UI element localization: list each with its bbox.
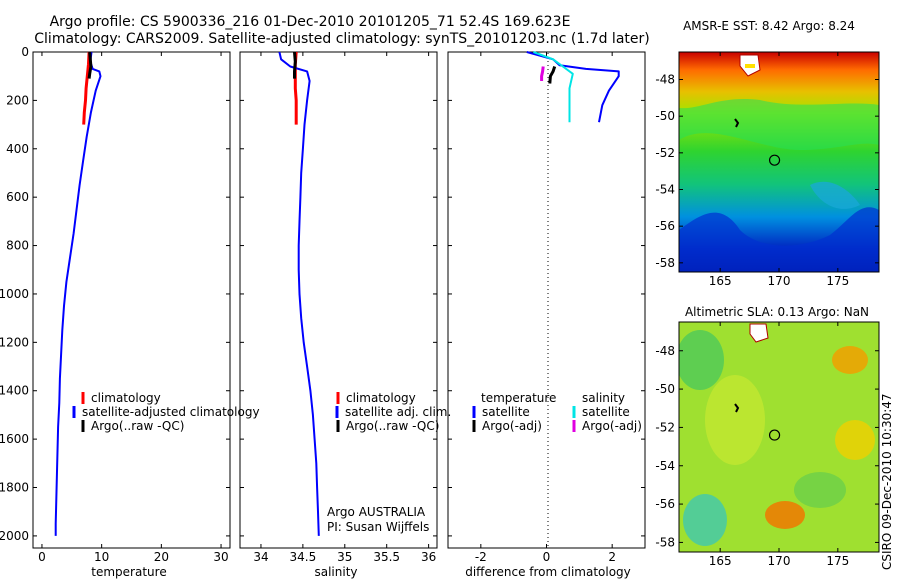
difference-axes [447,51,646,549]
salinity-xlabel: salinity [314,565,357,579]
legend-label-argo: Argo(..raw -QC) [91,419,184,433]
temperature-ytick-label: 1200 [0,335,29,349]
sla-map-xtick-label: 165 [709,554,732,568]
sst-cold-water [679,207,879,272]
sst-map-ytick-label: -48 [655,73,675,87]
argo-float-marker [768,429,781,441]
sst-map-xtick-label: 175 [826,274,849,288]
sla-map-ytick-label: -48 [655,344,675,358]
temperature-ytick-label: 800 [6,239,29,253]
sst-map-ytick-label: -50 [655,109,675,123]
difference-xtick-label: -2 [475,550,487,564]
sla-map-xtick-label: 170 [768,554,791,568]
legend-label-sal-satellite: satellite [582,405,630,419]
sst-map-title: AMSR-E SST: 8.42 Argo: 8.24 [683,19,855,33]
legend-label-climatology: climatology [91,391,161,405]
sla-map-image [679,322,879,552]
sla-map-ytick-label: -52 [655,420,675,434]
sla-low-west [679,330,724,390]
difference-xtick-label: 0 [543,550,551,564]
credit-timestamp: CSIRO 09-Dec-2010 10:30:47 [880,393,894,570]
temperature-ytick-label: 200 [6,93,29,107]
temperature-axes [32,51,231,549]
plot-layer: 0 10 20 30020040060080010001200140016001800… [0,45,879,568]
temperature-ytick-label: 1800 [0,481,29,495]
temperature-ytick-label: 1000 [0,287,29,301]
sst-map-ytick-label: -58 [655,256,675,270]
sst-cold-eddy [810,181,860,209]
temperature-xtick-label: 30 [213,550,228,564]
sla-high-south [765,501,805,529]
difference-xlabel: difference from climatology [465,565,631,579]
temperature-ytick-label: 1600 [0,432,29,446]
sst-warm-band [679,98,879,150]
difference-series-temperature-satellite [526,51,620,123]
sla-low-center [794,472,846,508]
sst-map-ytick-label: -56 [655,219,675,233]
sla-map-ytick-label: -50 [655,382,675,396]
legend-label-argo: Argo(..raw -QC) [346,419,439,433]
sst-map-ytick-label: -54 [655,183,675,197]
salinity-series-satellite-adj-clim- [278,51,320,536]
difference-legend: temperature salinity satellite satellite… [472,391,642,433]
temperature-ytick-label: 2000 [0,529,29,543]
temperature-legend: climatology satellite-adjusted climatolo… [72,391,260,433]
sla-high-northeast [832,346,868,374]
salinity-xtick-label: 35.5 [373,550,400,564]
pi-label: PI: Susan Wijffels [327,520,429,534]
legend-label-temp-satellite: satellite [482,405,530,419]
salinity-axes [239,51,438,549]
sst-map-xtick-label: 170 [768,274,791,288]
legend-header-salinity: salinity [582,391,625,405]
legend-label-sal-argo: Argo(-adj) [582,419,642,433]
temperature-xlabel: temperature [91,565,166,579]
difference-series-salinity-satellite [533,51,574,123]
temperature-xtick-label: 0 [38,550,46,564]
island-icon [749,323,769,343]
sla-map-xtick-label: 175 [826,554,849,568]
sst-map-image [679,52,879,272]
figure-title-line2: Climatology: CARS2009. Satellite-adjuste… [34,31,649,47]
salinity-xtick-label: 34 [253,550,268,564]
sst-map-ytick-label: -52 [655,146,675,160]
island-shore [745,64,755,68]
difference-xtick-label: 2 [608,550,616,564]
temperature-series-climatology [82,51,91,125]
sla-low-southwest [683,494,727,546]
island-small-icon [734,118,740,128]
legend-label-climatology: climatology [346,391,416,405]
sla-map-ytick-label: -58 [655,535,675,549]
island-small-icon [734,403,740,413]
temperature-ytick-label: 1400 [0,384,29,398]
salinity-legend: climatology satellite adj. clim. Argo(..… [335,391,451,433]
sla-map-ytick-label: -56 [655,497,675,511]
argo-float-marker [768,154,781,166]
salinity-xtick-label: 35 [337,550,352,564]
sla-map-title: Altimetric SLA: 0.13 Argo: NaN [685,305,869,319]
salinity-xtick-label: 36 [421,550,436,564]
temperature-xtick-label: 20 [154,550,169,564]
sla-high-band [705,375,765,465]
difference-series-salinity-argo-adj- [540,66,545,81]
figure-title-line1: Argo profile: CS 5900336_216 01-Dec-2010… [50,14,571,30]
temperature-series-argo-raw-qc- [87,51,93,79]
sst-map-xtick-label: 165 [709,274,732,288]
salinity-series-argo-raw-qc- [293,51,297,79]
legend-label-satellite: satellite-adjusted climatology [82,405,260,419]
temperature-ytick-label: 0 [21,45,29,59]
legend-label-temp-argo: Argo(-adj) [482,419,542,433]
sla-map-ytick-label: -54 [655,459,675,473]
salinity-xtick-label: 34.5 [290,550,317,564]
temperature-xtick-label: 10 [94,550,109,564]
legend-header-temperature: temperature [481,391,556,405]
argo-program-label: Argo AUSTRALIA [327,505,426,519]
temperature-ytick-label: 400 [6,142,29,156]
temperature-ytick-label: 600 [6,190,29,204]
temperature-series-satellite-adjusted-climatology [54,51,102,536]
difference-series-temperature-argo-adj- [548,66,557,84]
sla-high-east [835,420,875,460]
legend-label-satellite: satellite adj. clim. [345,405,451,419]
